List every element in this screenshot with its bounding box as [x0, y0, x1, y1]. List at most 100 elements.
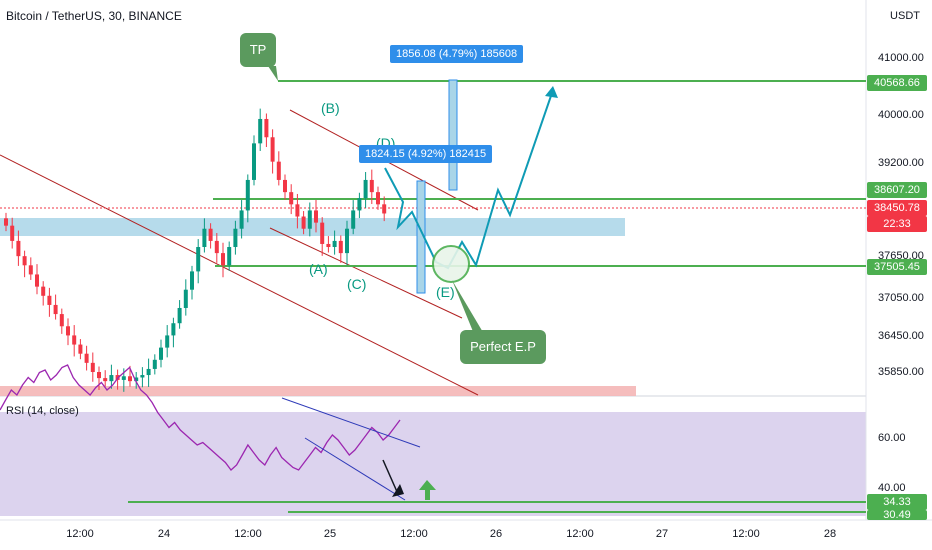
candle-body — [59, 314, 64, 327]
rsi-band — [0, 412, 866, 516]
entry-circle — [432, 245, 470, 283]
candle-body — [10, 225, 15, 241]
time-tick: 12:00 — [732, 528, 760, 540]
candle-body — [332, 240, 337, 248]
time-tick: 28 — [823, 528, 837, 540]
time-tick: 24 — [157, 528, 171, 540]
candle-body — [134, 377, 139, 382]
rsi-title: RSI (14, close) — [6, 405, 79, 417]
projection-arrowhead — [545, 86, 558, 98]
candle-body — [183, 289, 188, 308]
candle-body — [289, 192, 294, 205]
candles — [4, 108, 387, 392]
candle-body — [239, 210, 244, 229]
price-tick: 39200.00 — [878, 157, 924, 169]
candle-body — [53, 304, 58, 315]
rsi-down-arrow-shaft — [382, 459, 399, 495]
blue-zone — [0, 218, 625, 236]
candle-body — [97, 372, 101, 379]
time-tick: 26 — [489, 528, 503, 540]
rsi-level-label: 34.33 — [867, 494, 927, 510]
red-trendline — [0, 154, 479, 396]
time-tick: 12:00 — [566, 528, 594, 540]
candle-body — [351, 210, 356, 229]
candle-body — [276, 161, 281, 180]
candle-body — [177, 307, 182, 324]
candle-body — [165, 335, 170, 348]
candle-body — [338, 240, 343, 254]
candle-body — [103, 378, 108, 382]
candle-body — [214, 240, 219, 254]
price-tick: 41000.00 — [878, 52, 924, 64]
rsi-tick: 60.00 — [878, 432, 906, 444]
candle-body — [208, 228, 213, 241]
projection-path — [384, 89, 554, 270]
price-tick: 35850.00 — [878, 366, 924, 378]
time-tick: 12:00 — [66, 528, 94, 540]
candle-body — [376, 192, 380, 205]
wave-label-a: (A) — [309, 261, 328, 277]
wave-label-c: (C) — [347, 276, 367, 292]
rsi-divergence-top — [281, 397, 421, 448]
candle-body — [283, 179, 287, 193]
rsi-up-arrow-head — [419, 480, 436, 490]
price-tick: 37050.00 — [878, 292, 924, 304]
candle-body — [326, 243, 331, 248]
rsi-cut-label: 30.49 — [867, 510, 927, 520]
candle-body — [78, 344, 83, 354]
candle-body — [146, 368, 151, 376]
candle-body — [66, 326, 70, 336]
candle-body — [140, 375, 145, 378]
support-price-label: 37505.45 — [867, 259, 927, 275]
chart-title: Bitcoin / TetherUS, 30, BINANCE — [6, 9, 182, 23]
tp-callout: TP — [240, 33, 276, 67]
candle-body — [314, 210, 318, 223]
candle-body — [171, 323, 176, 336]
rsi-tick: 40.00 — [878, 482, 906, 494]
current-price-label: 38450.78 — [867, 200, 927, 216]
candle-body — [152, 359, 157, 369]
price-tick: 40000.00 — [878, 109, 924, 121]
candle-body — [28, 265, 33, 275]
candle-body — [35, 274, 39, 287]
currency-label: USDT — [890, 10, 920, 22]
candle-body — [221, 253, 225, 266]
candle-body — [295, 204, 300, 217]
candle-body — [16, 240, 21, 257]
candle-body — [264, 118, 269, 138]
candle-body — [72, 335, 77, 345]
measure-label-2: 1824.15 (4.92%) 182415 — [359, 145, 493, 163]
candle-body — [382, 204, 387, 214]
candle-body — [258, 118, 263, 144]
candle-body — [121, 376, 126, 380]
time-tick: 27 — [655, 528, 669, 540]
channel-bottom — [269, 227, 463, 319]
candle-body — [363, 179, 368, 199]
candle-body — [159, 347, 163, 360]
candle-body — [320, 222, 325, 244]
time-tick: 12:00 — [234, 528, 262, 540]
candle-body — [128, 376, 132, 382]
candle-body — [22, 256, 27, 266]
candle-body — [301, 216, 306, 229]
candle-body — [109, 375, 114, 382]
candle-body — [41, 286, 46, 296]
tp-pointer — [268, 66, 278, 81]
candle-body — [307, 210, 312, 229]
wave-label-e: (E) — [436, 284, 455, 300]
red-zone — [0, 386, 636, 396]
candle-body — [196, 247, 201, 272]
time-tick: 12:00 — [400, 528, 428, 540]
candle-body — [245, 179, 250, 211]
candle-body — [233, 228, 238, 248]
wave-label-b: (B) — [321, 100, 340, 116]
candle-body — [90, 362, 95, 372]
rsi-line — [0, 364, 401, 471]
candle-body — [4, 218, 8, 226]
candle-body — [357, 198, 362, 211]
rsi-divergence-bottom — [304, 437, 406, 501]
candle-body — [345, 228, 349, 254]
measure-label-1: 1856.08 (4.79%) 185608 — [390, 45, 524, 63]
time-tick: 25 — [323, 528, 337, 540]
